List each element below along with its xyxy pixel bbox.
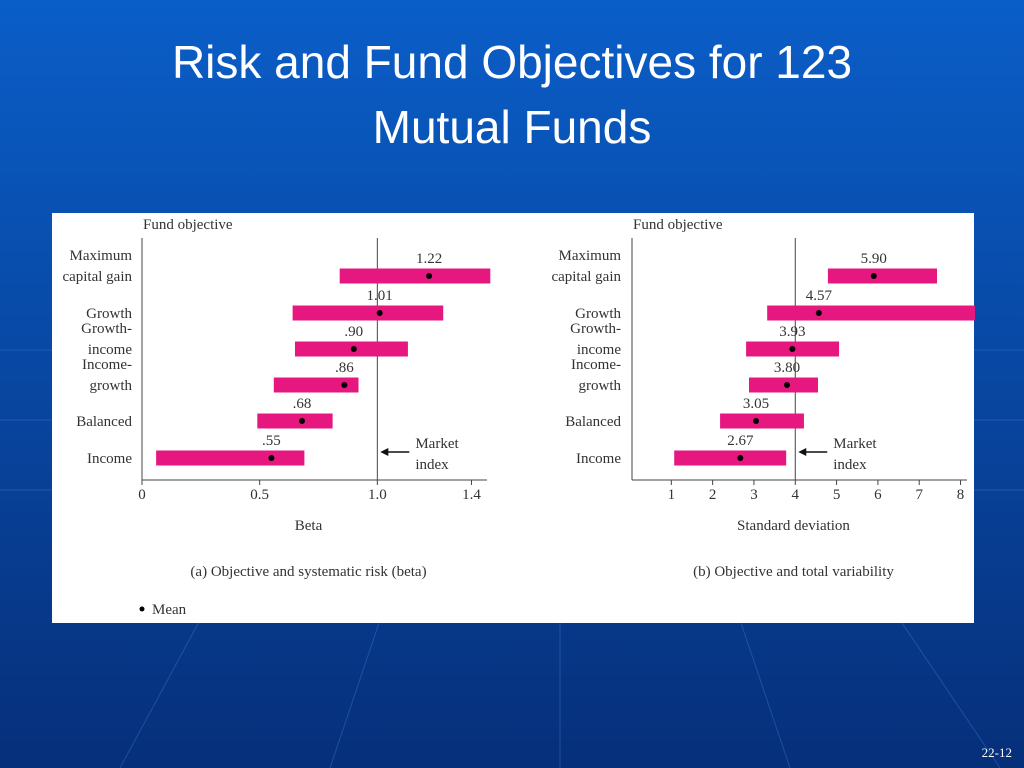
x-tick-label: 3: [750, 487, 758, 503]
category-label: Income-: [82, 357, 132, 373]
x-tick-label: 0.5: [250, 487, 269, 503]
mean-label: 5.90: [861, 251, 887, 267]
mean-label: .68: [293, 396, 312, 412]
mean-dot: [753, 418, 760, 424]
category-label: income: [577, 342, 621, 358]
x-tick-label: 2: [709, 487, 717, 503]
category-label: Growth: [86, 306, 132, 322]
annotation: Market: [415, 436, 459, 452]
range-bar: [273, 377, 359, 393]
x-axis-label: Beta: [295, 518, 323, 534]
mean-dot: [350, 346, 357, 352]
mean-label: .90: [344, 324, 363, 340]
range-bar: [720, 413, 804, 429]
x-tick-label: 5: [833, 487, 841, 503]
mean-label: .86: [335, 360, 354, 376]
mean-dot: [341, 382, 348, 388]
category-label: Growth: [575, 306, 621, 322]
annotation-arrowhead: [380, 448, 389, 456]
y-axis-title: Fund objective: [633, 217, 723, 233]
x-tick-label: 1.0: [368, 487, 387, 503]
mean-dot: [870, 273, 877, 279]
category-label: income: [88, 342, 132, 358]
mean-dot: [376, 310, 383, 316]
mean-dot: [426, 273, 433, 279]
category-label: Growth-: [570, 321, 621, 337]
range-bar: [292, 305, 444, 321]
range-bar: [827, 268, 937, 284]
annotation: index: [833, 457, 867, 473]
category-label: Maximum: [70, 248, 133, 264]
mean-label: 2.67: [727, 433, 754, 449]
x-tick-label: 6: [874, 487, 882, 503]
range-bar: [674, 450, 787, 466]
caption: (a) Objective and systematic risk (beta): [190, 564, 426, 580]
title-line: Mutual Funds: [373, 101, 652, 153]
mean-label: 3.80: [774, 360, 800, 376]
annotation: Market: [833, 436, 877, 452]
range-bar: [748, 377, 818, 393]
caption: (b) Objective and total variability: [693, 564, 894, 580]
range-bar: [257, 413, 333, 429]
category-label: Income: [87, 451, 132, 467]
mean-label: 3.93: [779, 324, 805, 340]
x-tick-label: 7: [915, 487, 923, 503]
legend-dot: [139, 606, 145, 612]
category-label: Balanced: [76, 414, 132, 430]
mean-label: 1.22: [416, 251, 442, 267]
x-tick-label: 1.4: [462, 487, 481, 503]
category-label: growth: [90, 378, 133, 394]
y-axis-title: Fund objective: [143, 217, 233, 233]
mean-dot: [737, 455, 744, 461]
x-tick-label: 4: [792, 487, 800, 503]
annotation: index: [415, 457, 449, 473]
category-label: Growth-: [81, 321, 132, 337]
category-label: Income: [576, 451, 621, 467]
mean-dot: [268, 455, 275, 461]
category-label: Income-: [571, 357, 621, 373]
annotation-arrowhead: [798, 448, 807, 456]
range-bar: [767, 305, 975, 321]
title-line: Risk and Fund Objectives for 123: [172, 36, 852, 88]
mean-label: 1.01: [367, 288, 393, 304]
mean-dot: [299, 418, 306, 424]
mean-label: .55: [262, 433, 281, 449]
mean-dot: [789, 346, 796, 352]
legend-label: Mean: [152, 602, 187, 618]
category-label: capital gain: [551, 269, 621, 285]
range-bar: [156, 450, 305, 466]
mean-dot: [784, 382, 791, 388]
category-label: Maximum: [559, 248, 622, 264]
mean-label: 4.57: [806, 288, 833, 304]
page-number: 22-12: [982, 745, 1012, 760]
x-axis-label: Standard deviation: [737, 518, 850, 534]
category-label: capital gain: [62, 269, 132, 285]
category-label: Balanced: [565, 414, 621, 430]
mean-label: 3.05: [743, 396, 769, 412]
x-tick-label: 1: [668, 487, 676, 503]
mean-dot: [815, 310, 822, 316]
range-bar: [339, 268, 491, 284]
x-tick-label: 8: [957, 487, 965, 503]
figure-panel: [52, 213, 974, 623]
x-tick-label: 0: [138, 487, 146, 503]
category-label: growth: [579, 378, 622, 394]
